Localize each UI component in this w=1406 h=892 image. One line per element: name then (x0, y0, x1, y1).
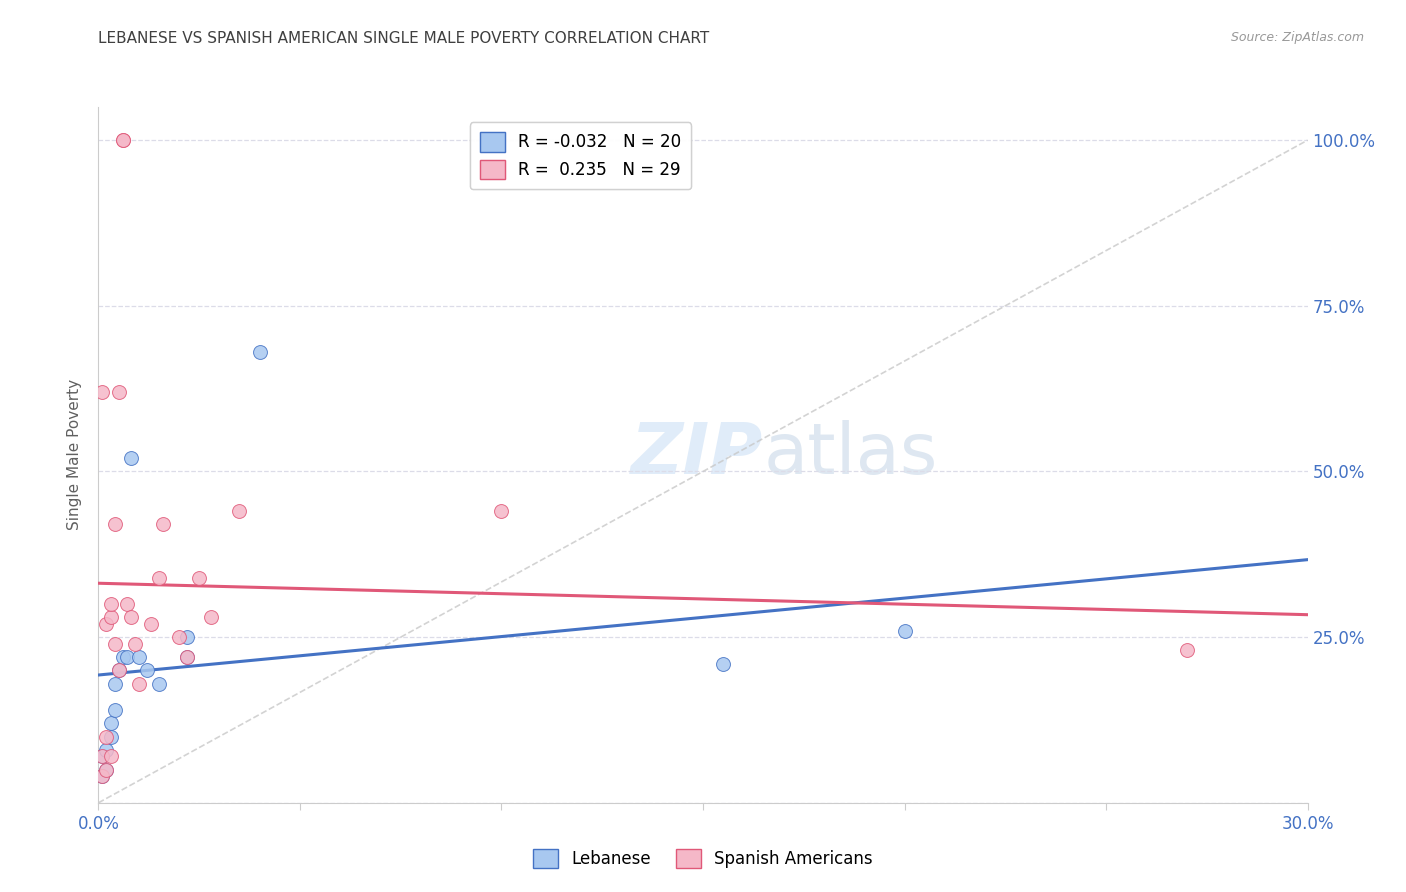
Point (491, 504, 513, 518)
Point (228, 504, 250, 518)
Point (100, 610, 122, 624)
Point (96, 763, 118, 777)
Point (176, 650, 198, 665)
Point (91, 384, 114, 399)
Point (139, 616, 162, 631)
Point (111, 650, 134, 665)
Legend: R = -0.032   N = 20, R =  0.235   N = 29: R = -0.032 N = 20, R = 0.235 N = 29 (470, 122, 690, 189)
Text: ZIP: ZIP (631, 420, 763, 490)
Point (893, 624, 915, 638)
Point (96, 616, 118, 631)
Point (100, 597, 122, 611)
Point (711, 657, 734, 671)
Point (107, 384, 129, 399)
Point (100, 730, 122, 744)
Point (91, 769, 114, 783)
Text: Source: ZipAtlas.com: Source: ZipAtlas.com (1230, 31, 1364, 45)
Point (103, 637, 125, 651)
Point (91, 749, 114, 764)
Point (100, 749, 122, 764)
Point (103, 703, 125, 717)
Point (167, 630, 190, 644)
Point (188, 570, 211, 584)
Legend: Lebanese, Spanish Americans: Lebanese, Spanish Americans (526, 842, 880, 875)
Point (111, 133, 134, 147)
Point (107, 663, 129, 677)
Point (152, 517, 174, 532)
Point (176, 630, 198, 644)
Point (128, 676, 150, 690)
Point (96, 743, 118, 757)
Point (91, 749, 114, 764)
Point (124, 637, 146, 651)
Point (111, 133, 134, 147)
Point (200, 610, 222, 624)
Point (135, 663, 157, 677)
Point (96, 763, 118, 777)
Point (100, 716, 122, 731)
Point (91, 769, 114, 783)
Point (115, 650, 138, 665)
Point (128, 650, 150, 665)
Point (103, 676, 125, 690)
Point (96, 730, 118, 744)
Y-axis label: Single Male Poverty: Single Male Poverty (67, 379, 83, 531)
Point (176, 650, 198, 665)
Point (120, 610, 142, 624)
Text: atlas: atlas (763, 420, 938, 490)
Point (1175, 643, 1198, 657)
Point (107, 663, 129, 677)
Point (120, 451, 142, 466)
Point (249, 345, 271, 359)
Point (148, 676, 170, 690)
Point (103, 517, 125, 532)
Point (115, 597, 138, 611)
Point (148, 570, 170, 584)
Text: LEBANESE VS SPANISH AMERICAN SINGLE MALE POVERTY CORRELATION CHART: LEBANESE VS SPANISH AMERICAN SINGLE MALE… (98, 31, 710, 46)
